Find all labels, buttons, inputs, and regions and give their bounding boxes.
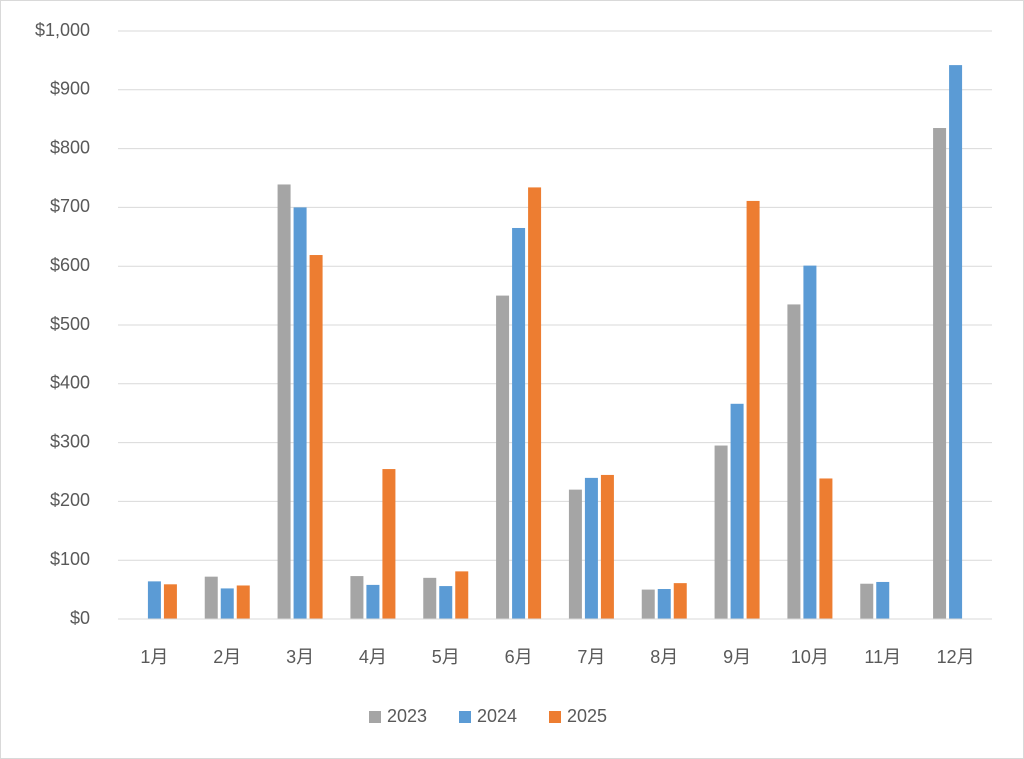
- legend-swatch: [459, 711, 471, 723]
- x-tick-label: 7月: [577, 647, 605, 667]
- y-tick-label: $0: [70, 608, 90, 628]
- bar: [876, 581, 890, 619]
- bar: [163, 584, 177, 619]
- bar: [860, 583, 874, 619]
- y-tick-label: $900: [50, 79, 90, 99]
- x-tick-label: 11月: [864, 647, 901, 667]
- bar: [147, 581, 161, 619]
- y-tick-label: $100: [50, 549, 90, 569]
- y-tick-label: $500: [50, 314, 90, 334]
- bar: [455, 571, 469, 619]
- bar: [949, 65, 963, 619]
- bar: [496, 295, 510, 619]
- bar: [933, 128, 947, 619]
- y-tick-label: $1,000: [35, 20, 90, 40]
- bar: [220, 588, 234, 619]
- bar: [568, 489, 582, 619]
- bar: [673, 583, 687, 619]
- legend-label: 2025: [567, 706, 607, 726]
- x-tick-label: 12月: [937, 647, 975, 667]
- bar: [528, 187, 542, 619]
- y-tick-label: $400: [50, 373, 90, 393]
- bar: [277, 184, 291, 619]
- bar: [657, 589, 671, 619]
- bar: [787, 304, 801, 619]
- bar: [600, 474, 614, 619]
- bar: [512, 227, 526, 620]
- bar: [204, 576, 218, 619]
- bar: [293, 207, 307, 619]
- legend-swatch: [549, 711, 561, 723]
- x-tick-label: 1月: [140, 647, 168, 667]
- x-tick-label: 4月: [359, 647, 387, 667]
- x-tick-label: 6月: [505, 647, 533, 667]
- y-tick-label: $600: [50, 255, 90, 275]
- bar: [350, 576, 364, 619]
- legend-label: 2024: [477, 706, 517, 726]
- bar: [730, 403, 744, 619]
- x-tick-label: 8月: [650, 647, 678, 667]
- bar: [584, 477, 598, 619]
- y-tick-label: $700: [50, 196, 90, 216]
- bar: [803, 265, 817, 619]
- bar: [439, 586, 453, 619]
- legend-label: 2023: [387, 706, 427, 726]
- y-tick-label: $200: [50, 490, 90, 510]
- x-tick-label: 3月: [286, 647, 314, 667]
- x-tick-label: 9月: [723, 647, 751, 667]
- bar: [641, 589, 655, 619]
- y-tick-label: $800: [50, 137, 90, 157]
- x-tick-label: 2月: [213, 647, 241, 667]
- x-tick-label: 10月: [791, 647, 829, 667]
- legend-swatch: [369, 711, 381, 723]
- bar: [309, 255, 323, 619]
- bar: [819, 478, 833, 619]
- bar: [423, 577, 437, 619]
- bar: [746, 200, 760, 619]
- bar: [236, 585, 250, 619]
- y-tick-label: $300: [50, 431, 90, 451]
- bar: [366, 584, 380, 619]
- bar: [382, 469, 396, 619]
- x-tick-label: 5月: [432, 647, 460, 667]
- bar: [714, 445, 728, 619]
